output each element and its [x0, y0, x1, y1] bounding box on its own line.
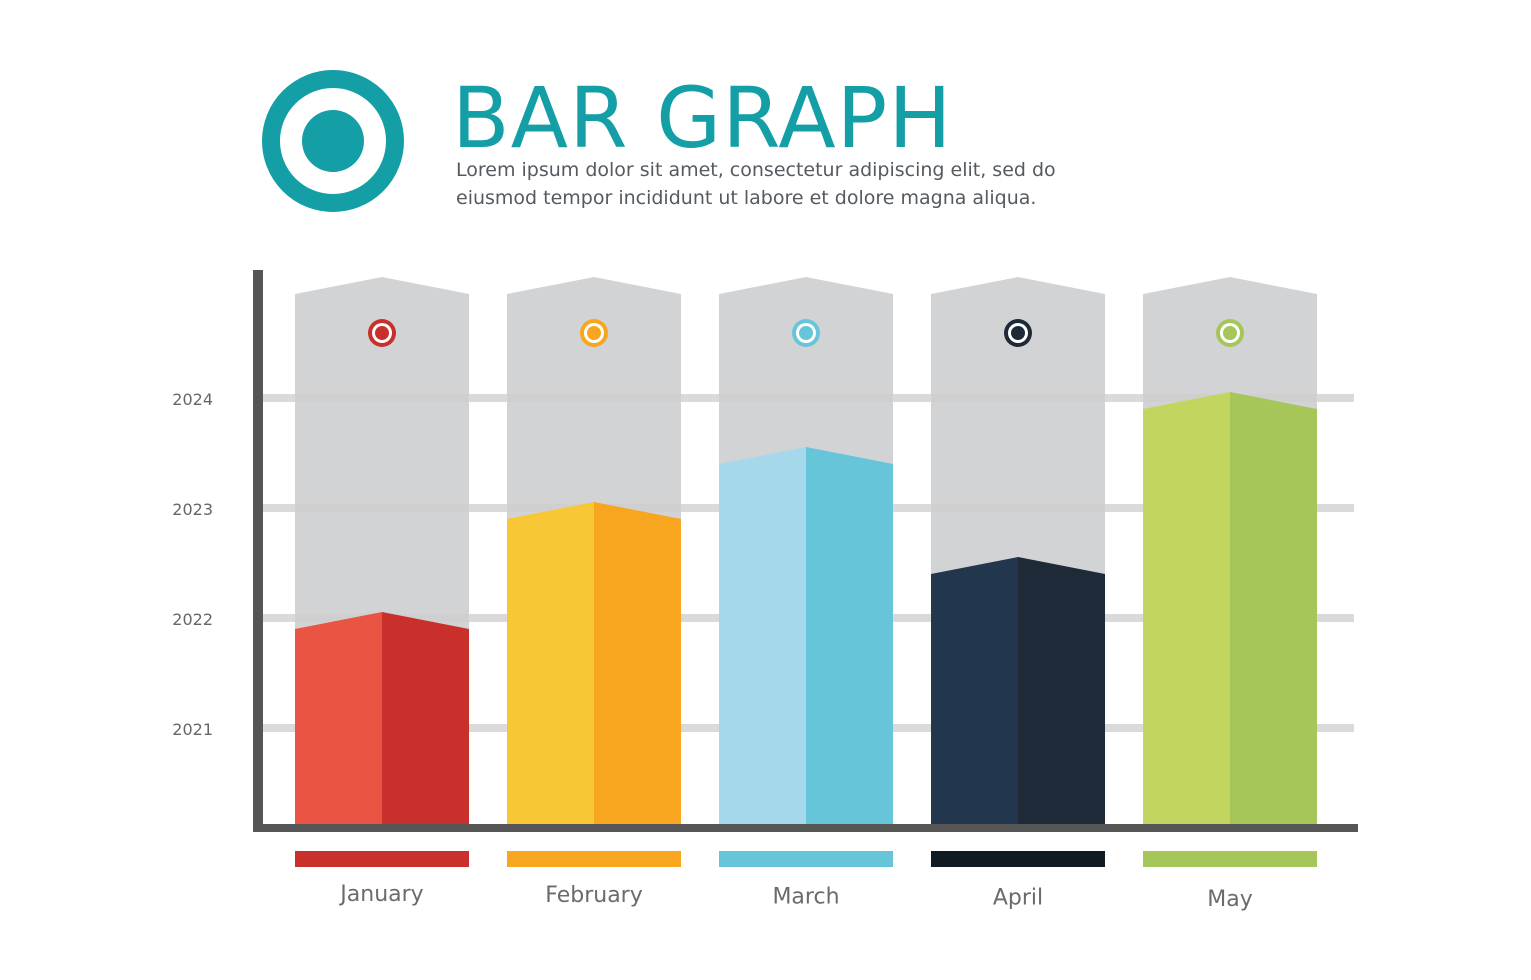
- y-tick-label: 2023: [172, 500, 213, 519]
- y-tick-label: 2022: [172, 610, 213, 629]
- bar-january-left: [295, 612, 382, 827]
- x-tick-label: March: [772, 884, 839, 909]
- bar-february-left: [507, 502, 594, 827]
- marker-dot-icon: [1011, 326, 1025, 340]
- bar-may-right: [1230, 392, 1317, 827]
- bar-may-left: [1143, 392, 1230, 827]
- bar-april-right: [1018, 557, 1105, 827]
- x-tick-label: February: [545, 883, 643, 908]
- marker-dot-icon: [1223, 326, 1237, 340]
- x-tick-label: April: [993, 886, 1043, 911]
- bar-january-right: [382, 612, 469, 827]
- marker-dot-icon: [799, 326, 813, 340]
- chart-title: BAR GRAPH: [452, 69, 953, 167]
- legend-strip: [507, 851, 681, 867]
- y-tick-label: 2024: [172, 390, 213, 409]
- legend-strip: [1143, 851, 1317, 867]
- x-axis: [253, 824, 1358, 832]
- x-tick-label: January: [338, 882, 423, 907]
- bar-march-right: [806, 447, 893, 827]
- y-tick-label: 2021: [172, 720, 213, 739]
- bar-february-right: [594, 502, 681, 827]
- x-tick-label: May: [1207, 887, 1252, 912]
- gridline: [262, 394, 1354, 402]
- marker-dot-icon: [587, 326, 601, 340]
- bar-april-left: [931, 557, 1018, 827]
- bar-march-left: [719, 447, 806, 827]
- target-icon: [262, 70, 404, 212]
- marker-dot-icon: [375, 326, 389, 340]
- legend-strip: [931, 851, 1105, 867]
- legend-strip: [295, 851, 469, 867]
- y-axis: [253, 270, 263, 832]
- chart-subtitle: Lorem ipsum dolor sit amet, consectetur …: [456, 159, 1056, 209]
- legend-strip: [719, 851, 893, 867]
